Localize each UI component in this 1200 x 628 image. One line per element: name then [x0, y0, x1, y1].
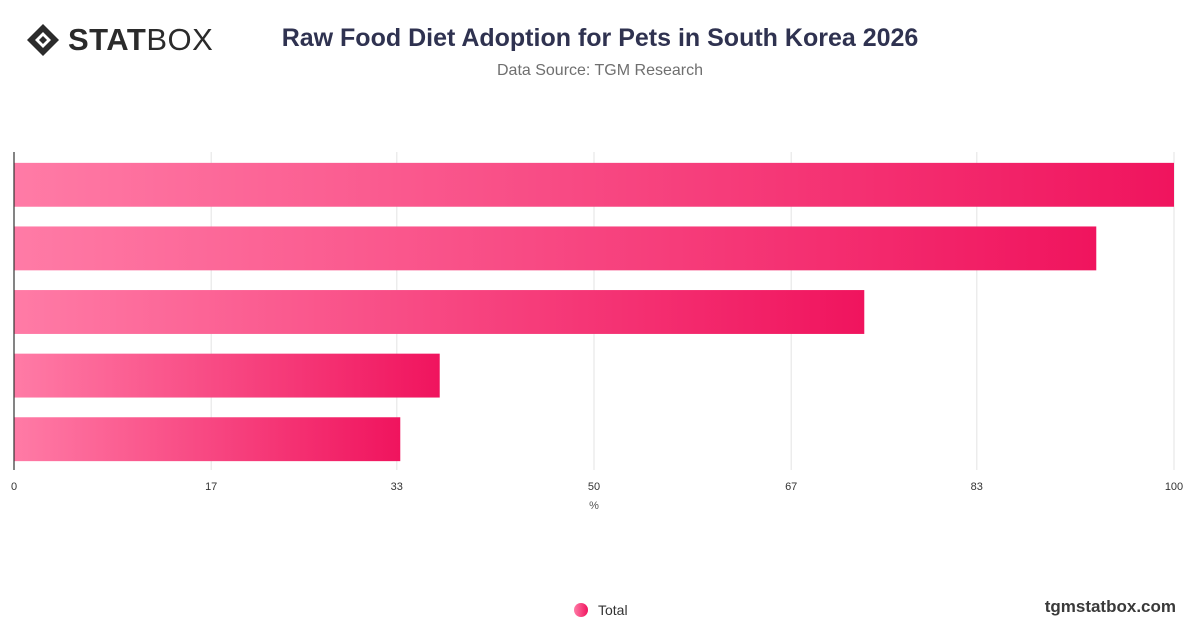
brand-name-bold: STAT [68, 22, 147, 57]
legend-label: Total [598, 602, 628, 618]
statbox-logo: STATBOX [26, 22, 213, 58]
bar[interactable] [14, 226, 1097, 271]
x-tick-label: 100 [1165, 481, 1183, 493]
footer-site: tgmstatbox.com [1044, 597, 1176, 616]
x-tick-label: 33 [391, 481, 403, 493]
bar[interactable] [14, 162, 1174, 207]
x-tick-label: 50 [588, 481, 600, 493]
bar[interactable] [14, 417, 401, 462]
brand-name: STATBOX [68, 22, 213, 58]
statbox-diamond-icon [27, 24, 59, 56]
legend-marker-icon [574, 603, 588, 617]
x-tick-label: 83 [971, 481, 983, 493]
brand-name-light: BOX [146, 22, 214, 57]
legend[interactable]: Total [574, 602, 628, 618]
bar[interactable] [14, 290, 865, 334]
x-tick-label: 0 [11, 481, 17, 493]
chart-title: Raw Food Diet Adoption for Pets in South… [281, 24, 919, 52]
x-tick-label: 17 [205, 481, 217, 493]
tick-labels: 0 17 33 50 67 83 100 [11, 481, 1183, 493]
bar[interactable] [14, 353, 440, 398]
x-tick-label: 67 [785, 481, 797, 493]
chart-subtitle: Data Source: TGM Research [496, 62, 703, 79]
x-axis-label: % [589, 500, 599, 512]
bars [14, 162, 1174, 462]
